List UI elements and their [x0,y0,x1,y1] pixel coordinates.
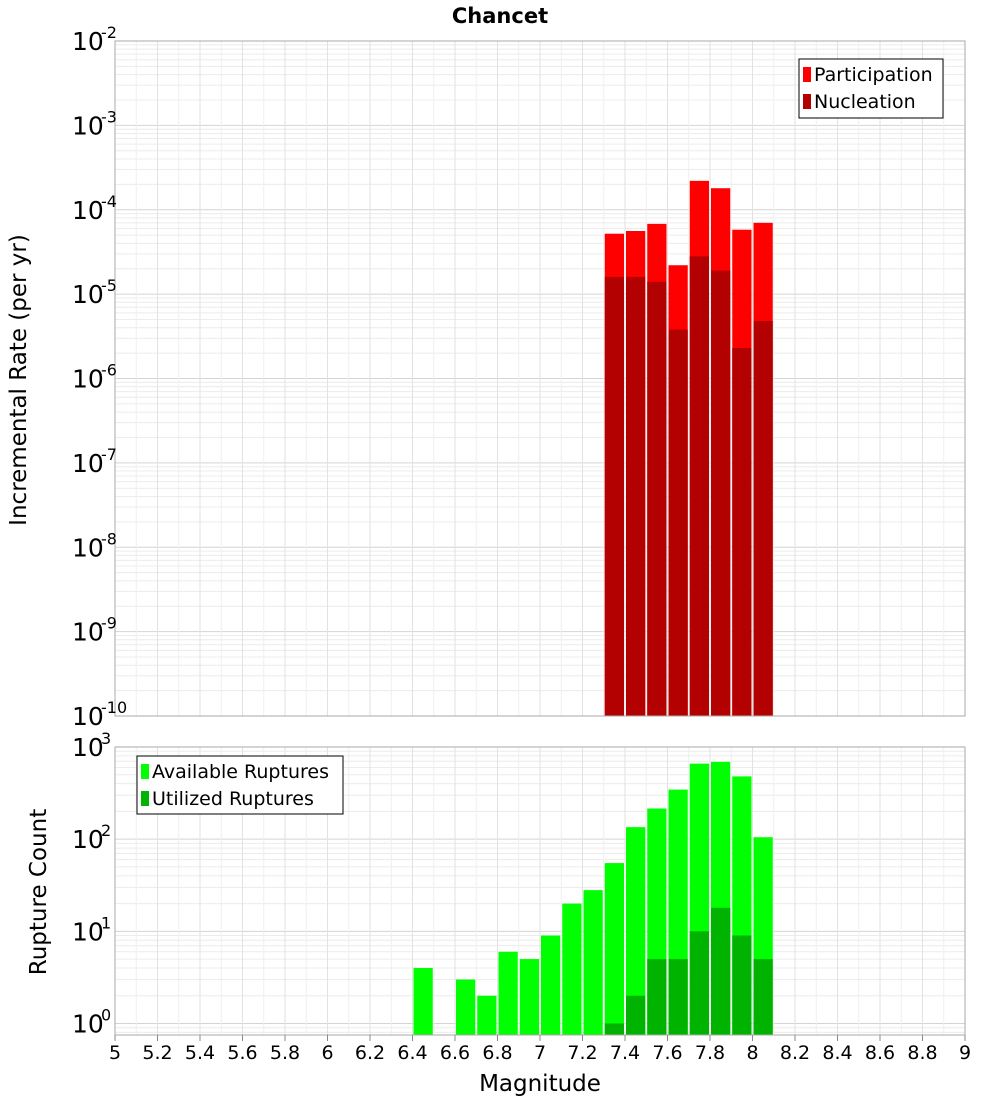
bottom-y-tick-exponent: 0 [101,1005,111,1024]
top-y-tick-label: 10 [72,449,104,478]
bottom-legend-label: Available Ruptures [152,761,329,783]
bottom-bar-primary [456,979,476,1035]
top-bar-secondary [732,347,752,716]
bottom-legend-label: Utilized Ruptures [152,788,314,810]
top-y-tick-label: 10 [72,280,104,309]
x-tick-label: 8 [746,1042,758,1064]
bottom-y-tick-exponent: 1 [101,913,111,932]
x-tick-label: 5.4 [185,1042,215,1064]
top-y-axis-label: Incremental Rate (per yr) [6,234,32,526]
top-y-tick-label: 10 [72,702,104,731]
x-tick-label: 7.2 [567,1042,597,1064]
bottom-bar-primary [498,951,518,1035]
top-y-tick-exponent: -6 [101,361,117,380]
top-legend-label: Participation [814,64,933,86]
top-legend-label: Nucleation [814,91,916,113]
top-y-tick-exponent: -3 [101,107,117,126]
bottom-bar-secondary [711,907,731,1035]
bottom-bar-primary [604,863,624,1035]
top-legend-swatch [803,94,811,109]
x-tick-label: 5.8 [270,1042,300,1064]
bottom-legend-swatch [141,791,149,806]
bottom-legend-box [136,755,344,815]
bottom-y-tick-label: 10 [72,1009,104,1038]
x-tick-label: 8.4 [822,1042,852,1064]
top-y-tick-label: 10 [72,196,104,225]
x-tick-label: 5.2 [142,1042,172,1064]
bottom-y-axis-label: Rupture Count [26,809,52,975]
bottom-bar-secondary [689,931,709,1035]
bottom-y-tick-exponent: 2 [101,821,111,840]
x-tick-label: 6.8 [482,1042,512,1064]
bottom-bar-primary [626,827,646,1035]
bottom-bar-secondary [647,959,667,1035]
top-y-tick-label: 10 [72,111,104,140]
x-tick-label: 8.8 [907,1042,937,1064]
top-y-tick-label: 10 [72,618,104,647]
top-y-tick-label: 10 [72,365,104,394]
top-bar-secondary [689,256,709,716]
top-bar-secondary [604,276,624,716]
x-tick-label: 8.6 [865,1042,895,1064]
bottom-bar-primary [519,959,539,1035]
top-bar-secondary [711,270,731,716]
bottom-bar-primary [413,967,433,1035]
top-y-tick-exponent: -4 [101,192,117,211]
bottom-bar-primary [477,995,497,1035]
x-tick-label: 8.2 [780,1042,810,1064]
x-tick-label: 7 [534,1042,546,1064]
top-bar-secondary [668,329,688,716]
x-tick-label: 7.4 [610,1042,640,1064]
bottom-y-tick-label: 10 [72,917,104,946]
top-legend-swatch [803,67,811,82]
bottom-bar-secondary [732,935,752,1035]
top-y-tick-exponent: -5 [101,276,117,295]
x-tick-label: 7.8 [695,1042,725,1064]
bottom-bar-primary [541,935,561,1035]
x-tick-label: 7.6 [652,1042,682,1064]
top-bar-secondary [753,321,773,716]
top-bar-secondary [647,281,667,716]
top-y-tick-exponent: -7 [101,445,117,464]
bottom-bar-primary [562,903,582,1035]
x-tick-label: 5 [109,1042,121,1064]
x-tick-label: 6.2 [355,1042,385,1064]
x-tick-label: 6.6 [440,1042,470,1064]
x-tick-label: 5.6 [227,1042,257,1064]
bottom-y-tick-label: 10 [72,825,104,854]
bottom-bar-secondary [604,1023,624,1035]
bottom-y-tick-label: 10 [72,733,104,762]
x-axis-label: Magnitude [479,1071,601,1097]
bottom-bar-secondary [626,995,646,1035]
top-y-tick-exponent: -8 [101,529,117,548]
bottom-legend-swatch [141,764,149,779]
bottom-bar-secondary [668,959,688,1035]
chart-title: Chancet [452,4,548,28]
bottom-bar-primary [583,890,603,1035]
top-y-tick-label: 10 [72,27,104,56]
x-tick-label: 6 [321,1042,333,1064]
top-plot-border [114,40,966,717]
top-y-tick-exponent: -9 [101,614,117,633]
x-tick-label: 6.4 [397,1042,427,1064]
top-legend-box [798,58,944,119]
top-y-tick-exponent: -2 [101,23,117,42]
top-bar-secondary [626,276,646,716]
bottom-bar-secondary [753,959,773,1035]
x-tick-label: 9 [959,1042,971,1064]
bottom-y-tick-exponent: 3 [101,729,111,748]
top-y-tick-label: 10 [72,533,104,562]
top-y-tick-exponent: -10 [101,698,127,717]
